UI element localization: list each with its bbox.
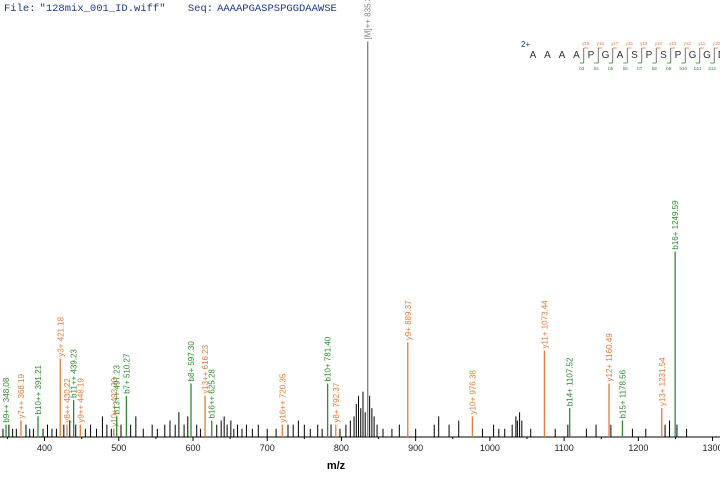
peptide-residue: P <box>588 50 595 61</box>
b-fragment-label: b11 <box>694 66 702 71</box>
y-fragment-label: y17 <box>611 41 619 46</box>
b-ion-peak-label: b11++ 439.23 <box>70 349 79 398</box>
peptide-residue: D <box>718 50 720 61</box>
y-ion-peak-label: y12+ 1160.49 <box>605 333 614 382</box>
b-fragment-label: b8 <box>652 66 658 71</box>
y-fragment-label: y13 <box>669 41 677 46</box>
b-fragment-label: b7 <box>637 66 643 71</box>
y-ion-peak-label: y13+ 1231.54 <box>658 357 667 406</box>
y-ion-peak-label: y9++ 448.19 <box>76 378 85 423</box>
precursor-peak-label: [M]++ 835.39 <box>364 0 373 39</box>
x-tick-label: 800 <box>334 443 349 453</box>
peptide-residue: S <box>660 50 667 61</box>
b-ion-peak-label: b15+ 1178.56 <box>618 369 627 418</box>
charge-state-label: 2+ <box>521 40 530 49</box>
x-tick-label: 1000 <box>480 443 500 453</box>
x-tick-label: 1100 <box>554 443 573 453</box>
y-ion-peak-label: y7++ 368.19 <box>17 373 26 418</box>
y-ion-peak-label: y11+ 1073.44 <box>540 300 549 349</box>
y-ion-peak-label: y9+ 889.37 <box>404 300 413 340</box>
b-ion-peak-label: b14+ 1107.52 <box>566 357 575 406</box>
y-fragment-label: y11 <box>698 41 705 46</box>
x-tick-label: 600 <box>185 443 200 453</box>
b-fragment-label: b10 <box>679 66 687 71</box>
y-ion-peak-label: y10++ 493.30 <box>110 377 119 426</box>
b-fragment-label: b12 <box>708 66 716 71</box>
b-fragment-label: b5 <box>608 66 614 71</box>
y-ion-peak-label: y10+ 976.38 <box>468 370 477 415</box>
b-ion-peak-label: b13++ 497.23 <box>113 364 122 414</box>
y-fragment-label: y12 <box>684 41 692 46</box>
y-ion-peak-label: y16++ 720.35 <box>278 373 287 422</box>
y-ion-peak-label: y3+ 421.18 <box>56 316 65 356</box>
b-ion-peak-label: b16++ 625.28 <box>208 369 217 419</box>
y-fragment-label: y19 <box>582 41 590 46</box>
b-ion-peak-label: b9++ 348.08 <box>2 377 11 422</box>
b-fragment-label: b4 <box>594 66 600 71</box>
b-ion-peak-label: b10+ 781.40 <box>324 336 333 381</box>
peptide-residue: G <box>703 50 711 61</box>
y-fragment-label: y14 <box>655 41 663 46</box>
x-tick-label: 400 <box>37 443 52 453</box>
file-header: File: "128mix_001_ID.wiff" Seq: AAAAPGASPS… <box>4 3 341 19</box>
seq-label: Seq: <box>187 3 214 15</box>
peptide-residue: S <box>631 50 638 61</box>
b-fragment-label: b9 <box>666 66 672 71</box>
b-ion-peak-label: b8+ 597.30 <box>187 341 196 382</box>
y-ion-peak-label: y8+ 792.37 <box>332 382 341 422</box>
peptide-residue: P <box>646 50 653 61</box>
x-tick-label: 1200 <box>628 443 648 453</box>
x-tick-label: 900 <box>408 443 423 453</box>
peptide-residue: P <box>675 50 682 61</box>
file-name: "128mix_001_ID.wiff" <box>39 3 166 15</box>
peptide-residue: A <box>617 50 624 61</box>
y-ion-peak-label: y13++ 616.23 <box>201 344 210 393</box>
x-tick-label: 500 <box>111 443 126 453</box>
file-label: File: <box>4 3 36 15</box>
peptide-residue: A <box>559 50 566 61</box>
x-axis-label: m/z <box>327 460 346 472</box>
x-tick-label: 1300 <box>703 443 720 453</box>
peptide-residue: A <box>544 50 551 61</box>
y-ion-peak-label: y8++ 430.22 <box>63 378 72 423</box>
b-ion-peak-label: b7+ 510.27 <box>122 353 131 394</box>
peptide-residue: A <box>573 50 580 61</box>
peptide-residue: G <box>689 50 697 61</box>
b-fragment-label: b3 <box>579 66 585 71</box>
x-tick-label: 700 <box>260 443 275 453</box>
y-fragment-label: y10 <box>713 41 720 46</box>
peptide-residue: G <box>602 50 610 61</box>
y-fragment-label: y16 <box>626 41 634 46</box>
y-fragment-label: y15 <box>640 41 648 46</box>
seq-value: AAAAPGASPSPGGDAAWSE <box>217 3 337 15</box>
b-ion-peak-label: b16+ 1249.59 <box>671 200 680 250</box>
b-ion-peak-label: b10++ 391.21 <box>34 364 43 414</box>
b-fragment-label: b6 <box>623 66 629 71</box>
peptide-residue: A <box>530 50 537 61</box>
y-fragment-label: y18 <box>597 41 605 46</box>
